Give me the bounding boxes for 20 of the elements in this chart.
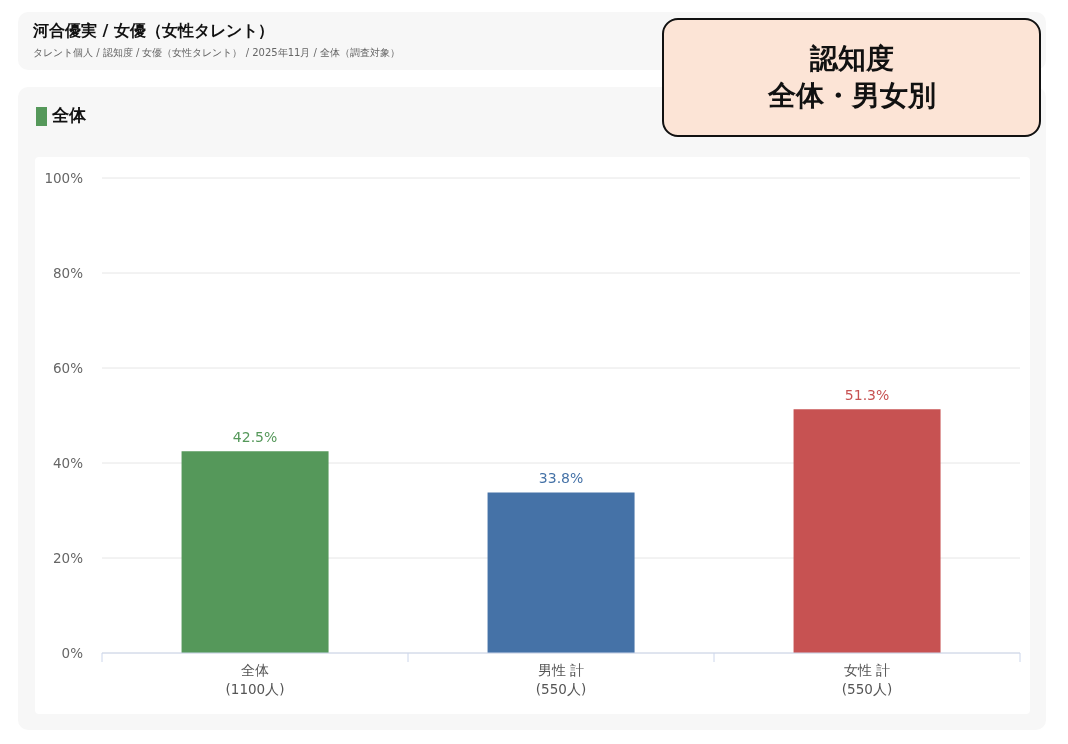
text: 認知度 bbox=[809, 41, 894, 78]
bar bbox=[487, 492, 635, 653]
y-tick-label: 80% bbox=[52, 264, 84, 281]
y-tick-label: 100% bbox=[44, 169, 84, 186]
y-tick-label: 60% bbox=[52, 359, 84, 376]
text: 全体 bbox=[52, 104, 86, 127]
data-label: 51.3% bbox=[844, 387, 890, 404]
text: 全体・男女別 bbox=[767, 77, 936, 114]
x-tick-label: 男性 計 (550人) bbox=[535, 662, 587, 697]
bar bbox=[793, 409, 941, 653]
y-tick-label: 20% bbox=[52, 549, 84, 566]
y-tick-label: 0% bbox=[61, 644, 84, 661]
data-label: 42.5% bbox=[232, 429, 278, 446]
chart-subtitle: タレント個人 / 認知度 / 女優（女性タレント） / 2025年11月 / 全体（調査対象） bbox=[33, 46, 401, 60]
chart-title: 河合優実 / 女優（女性タレント） bbox=[33, 21, 274, 42]
x-tick-label: 女性 計 (550人) bbox=[841, 662, 893, 697]
y-tick-label: 40% bbox=[52, 454, 84, 471]
x-tick-label: 全体 (1100人) bbox=[225, 662, 285, 697]
data-label: 33.8% bbox=[538, 470, 584, 487]
bar bbox=[181, 451, 329, 653]
